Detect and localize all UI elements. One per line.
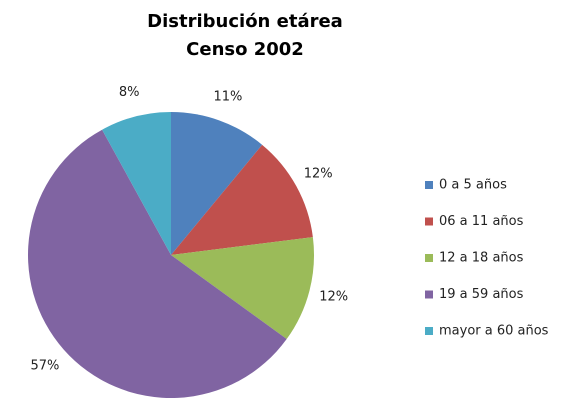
chart-subtitle: Censo 2002: [186, 39, 304, 60]
pie-slice: [102, 112, 171, 255]
legend-swatch: [425, 327, 433, 335]
data-label: 57%: [31, 359, 60, 374]
data-label: 12%: [304, 167, 333, 182]
pie-slice: [171, 144, 313, 255]
legend-label: mayor a 60 años: [439, 324, 549, 339]
pie-slice: [171, 237, 314, 340]
data-label: 12%: [319, 289, 348, 304]
legend-label: 19 a 59 años: [439, 287, 524, 302]
pie-slice: [27, 129, 287, 398]
data-label: 11%: [213, 89, 242, 104]
legend-label: 0 a 5 años: [439, 178, 507, 193]
chart-title: Distribución etárea: [147, 11, 343, 32]
legend-swatch: [425, 217, 433, 226]
legend-swatch: [425, 290, 433, 299]
legend-swatch: [425, 254, 433, 262]
data-label: 8%: [119, 85, 140, 100]
legend-swatch: [425, 181, 433, 189]
pie-slice: [171, 112, 263, 255]
legend-label: 12 a 18 años: [439, 251, 524, 266]
legend-label: 06 a 11 años: [439, 214, 524, 229]
